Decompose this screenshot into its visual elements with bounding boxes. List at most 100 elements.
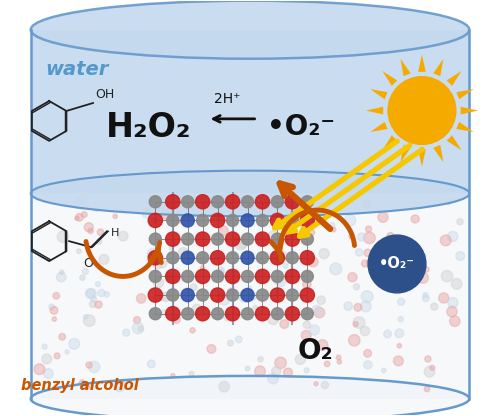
Circle shape — [317, 296, 326, 305]
Circle shape — [84, 315, 95, 327]
Circle shape — [57, 231, 68, 243]
Circle shape — [190, 284, 197, 290]
Circle shape — [364, 349, 372, 357]
Circle shape — [226, 307, 239, 321]
Circle shape — [330, 263, 342, 275]
Circle shape — [218, 293, 230, 305]
Circle shape — [424, 386, 430, 392]
Circle shape — [242, 233, 254, 245]
Circle shape — [256, 289, 268, 301]
Circle shape — [181, 214, 194, 227]
Circle shape — [154, 277, 164, 288]
Circle shape — [92, 201, 102, 212]
Polygon shape — [30, 193, 469, 399]
Circle shape — [207, 344, 216, 353]
Circle shape — [189, 371, 194, 376]
Circle shape — [158, 259, 167, 267]
Polygon shape — [382, 71, 397, 86]
Circle shape — [368, 235, 426, 293]
Circle shape — [344, 302, 352, 310]
Circle shape — [254, 366, 266, 376]
Circle shape — [366, 258, 376, 268]
Circle shape — [215, 269, 224, 278]
Circle shape — [386, 235, 392, 240]
Circle shape — [424, 366, 435, 377]
Circle shape — [150, 196, 162, 208]
Circle shape — [286, 289, 298, 301]
Circle shape — [448, 297, 458, 308]
Circle shape — [50, 307, 58, 314]
Circle shape — [362, 291, 373, 302]
Circle shape — [76, 213, 84, 221]
Text: •O₂⁻: •O₂⁻ — [379, 257, 415, 272]
Circle shape — [172, 316, 180, 323]
Circle shape — [356, 249, 363, 256]
Circle shape — [268, 231, 279, 242]
Circle shape — [314, 307, 324, 318]
Circle shape — [366, 226, 372, 232]
Circle shape — [312, 305, 322, 315]
Circle shape — [304, 368, 309, 373]
Circle shape — [292, 234, 298, 240]
Circle shape — [272, 270, 283, 282]
Circle shape — [86, 384, 89, 389]
Circle shape — [217, 194, 228, 206]
Circle shape — [241, 251, 254, 264]
Circle shape — [336, 355, 341, 360]
Circle shape — [272, 366, 281, 376]
Text: OH: OH — [95, 88, 114, 101]
Circle shape — [182, 308, 194, 320]
Circle shape — [196, 252, 208, 264]
Circle shape — [158, 292, 166, 301]
Polygon shape — [460, 107, 478, 114]
Circle shape — [138, 326, 143, 332]
Circle shape — [300, 288, 314, 302]
Circle shape — [270, 250, 284, 265]
Circle shape — [268, 206, 278, 216]
Circle shape — [423, 293, 428, 298]
Polygon shape — [366, 107, 383, 114]
Circle shape — [170, 246, 173, 250]
Circle shape — [86, 362, 92, 368]
Circle shape — [44, 369, 53, 378]
Circle shape — [65, 350, 69, 354]
Circle shape — [226, 269, 239, 284]
Circle shape — [360, 301, 371, 312]
Circle shape — [456, 252, 464, 260]
Circle shape — [56, 272, 66, 282]
Circle shape — [142, 210, 150, 218]
Circle shape — [90, 296, 96, 302]
Circle shape — [88, 361, 100, 373]
Circle shape — [84, 223, 94, 232]
Circle shape — [457, 218, 463, 225]
Circle shape — [354, 304, 362, 311]
Circle shape — [242, 308, 254, 320]
Circle shape — [301, 330, 311, 340]
Circle shape — [171, 374, 175, 378]
Circle shape — [148, 250, 162, 265]
Circle shape — [226, 252, 238, 264]
Circle shape — [166, 269, 180, 284]
Circle shape — [431, 303, 438, 310]
Circle shape — [425, 356, 431, 362]
Circle shape — [75, 216, 79, 220]
Circle shape — [236, 336, 242, 343]
Circle shape — [354, 284, 360, 290]
Circle shape — [256, 214, 268, 226]
Text: O: O — [83, 257, 93, 270]
Circle shape — [387, 233, 394, 240]
Circle shape — [166, 214, 179, 226]
Circle shape — [241, 288, 254, 302]
Circle shape — [212, 233, 224, 245]
Circle shape — [166, 307, 180, 321]
Circle shape — [388, 77, 456, 144]
Circle shape — [90, 301, 96, 307]
Circle shape — [270, 213, 284, 228]
Polygon shape — [446, 71, 462, 86]
Circle shape — [348, 334, 360, 346]
Circle shape — [104, 292, 110, 297]
Circle shape — [219, 381, 230, 392]
Circle shape — [256, 232, 270, 246]
Circle shape — [88, 228, 93, 233]
Text: H₂O₂: H₂O₂ — [106, 111, 191, 144]
